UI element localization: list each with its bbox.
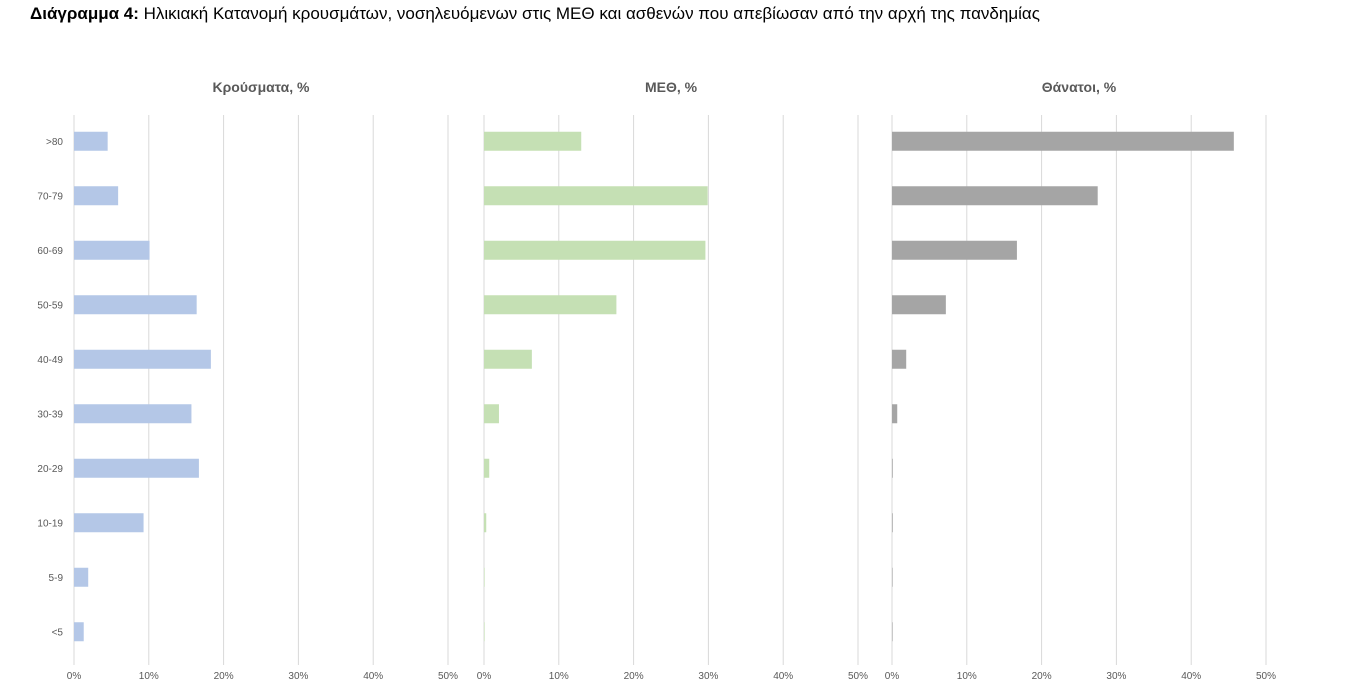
bar [892, 349, 907, 369]
bar [74, 404, 192, 424]
bar [74, 349, 211, 369]
x-tick-label: 0% [885, 671, 900, 682]
x-tick-label: 20% [214, 671, 234, 682]
x-tick-label: 10% [139, 671, 159, 682]
x-tick-label: 30% [698, 671, 718, 682]
bar [484, 567, 485, 587]
bar [74, 131, 108, 151]
x-tick-label: 0% [477, 671, 492, 682]
bar [484, 295, 617, 315]
x-tick-label: 20% [624, 671, 644, 682]
x-tick-label: 40% [363, 671, 383, 682]
bar [74, 295, 197, 315]
bar [484, 622, 485, 642]
bar [484, 349, 532, 369]
figure-caption: Διάγραμμα 4: Ηλικιακή Κατανομή κρουσμάτω… [30, 4, 1040, 24]
bar [892, 295, 946, 315]
bar [892, 567, 893, 587]
bar [74, 567, 89, 587]
category-label: 20-29 [37, 464, 63, 475]
category-label: 10-19 [37, 518, 63, 529]
category-label: <5 [52, 627, 64, 638]
x-tick-label: 20% [1032, 671, 1052, 682]
bar [892, 513, 893, 533]
bar [892, 186, 1098, 206]
bar [484, 404, 499, 424]
bar [484, 458, 490, 478]
panel-title: Κρούσματα, % [213, 79, 310, 95]
category-label: 60-69 [37, 246, 63, 257]
bar [74, 513, 144, 533]
x-tick-label: 40% [773, 671, 793, 682]
x-tick-label: 10% [957, 671, 977, 682]
bar [892, 240, 1017, 260]
x-tick-label: 10% [549, 671, 569, 682]
bar [74, 458, 199, 478]
caption-prefix: Διάγραμμα 4: [30, 4, 139, 23]
bar [74, 622, 84, 642]
bar [892, 458, 893, 478]
x-tick-label: 0% [67, 671, 82, 682]
panel-title: Θάνατοι, % [1042, 79, 1117, 95]
category-label: 40-49 [37, 355, 63, 366]
bar [892, 404, 898, 424]
category-label: 30-39 [37, 409, 63, 420]
bar [484, 513, 487, 533]
x-tick-label: 30% [1106, 671, 1126, 682]
bar [484, 131, 582, 151]
category-label: 70-79 [37, 191, 63, 202]
bar [484, 240, 706, 260]
panel-title: ΜΕΘ, % [645, 79, 698, 95]
x-tick-label: 50% [438, 671, 458, 682]
category-label: 5-9 [49, 573, 64, 584]
bar [74, 186, 119, 206]
x-tick-label: 50% [848, 671, 868, 682]
bar [74, 240, 150, 260]
bar [892, 622, 893, 642]
category-label: 50-59 [37, 300, 63, 311]
category-label: >80 [46, 137, 63, 148]
caption-text: Ηλικιακή Κατανομή κρουσμάτων, νοσηλευόμε… [138, 4, 1040, 23]
x-tick-label: 30% [288, 671, 308, 682]
x-tick-label: 40% [1181, 671, 1201, 682]
x-tick-label: 50% [1256, 671, 1276, 682]
bar [892, 131, 1234, 151]
bar [484, 186, 708, 206]
